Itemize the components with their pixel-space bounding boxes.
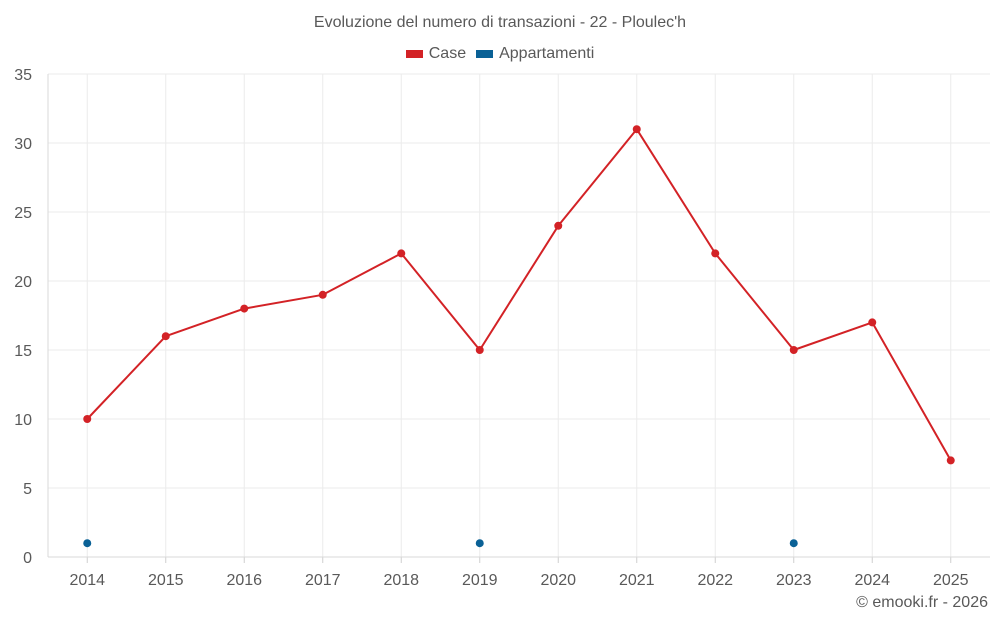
legend-label-appartamenti: Appartamenti: [499, 45, 595, 62]
data-point-appartamenti: [789, 539, 798, 548]
legend-label-case: Case: [428, 45, 467, 62]
data-point-case: [475, 346, 484, 354]
series-line-case: [86, 128, 952, 461]
x-tick-label: 2021: [619, 572, 655, 589]
data-point-case: [83, 415, 92, 423]
data-point-case: [711, 249, 720, 258]
x-tick-label: 2017: [305, 572, 341, 589]
x-tick-label: 2020: [540, 572, 576, 589]
y-tick-label: 20: [14, 274, 32, 291]
legend-item-appartamenti[interactable]: Appartamenti: [476, 45, 594, 63]
credit-text: © emooki.fr - 2026: [856, 594, 988, 611]
y-tick-label: 0: [23, 550, 32, 567]
x-tick-label: 2023: [776, 572, 812, 589]
x-tick-label: 2025: [933, 572, 969, 589]
y-tick-label: 10: [14, 412, 32, 429]
x-tick-label: 2015: [148, 572, 184, 589]
x-tick-label: 2018: [383, 572, 419, 589]
y-tick-label: 5: [23, 481, 32, 498]
y-tick-label: 25: [14, 205, 32, 222]
legend: Case Appartamenti: [0, 45, 1000, 63]
data-point-case: [789, 346, 798, 354]
legend-swatch-case: [405, 50, 423, 58]
chart-title: Evoluzione del numero di transazioni - 2…: [313, 14, 687, 31]
data-point-case: [397, 249, 406, 258]
data-point-case: [318, 290, 327, 299]
x-tick-label: 2016: [226, 572, 262, 589]
y-tick-label: 35: [14, 67, 32, 84]
y-tick-label: 15: [14, 343, 32, 360]
x-tick-label: 2019: [462, 572, 498, 589]
data-point-case: [946, 456, 955, 465]
legend-item-case[interactable]: Case: [405, 45, 467, 63]
data-point-case: [554, 221, 563, 230]
data-point-appartamenti: [83, 539, 92, 548]
legend-swatch-appartamenti: [476, 50, 494, 58]
data-point-case: [868, 318, 877, 327]
y-tick-label: 30: [14, 136, 32, 153]
x-tick-label: 2014: [69, 572, 105, 589]
data-point-case: [161, 332, 170, 341]
data-point-appartamenti: [475, 539, 484, 548]
x-tick-label: 2024: [854, 572, 890, 589]
data-point-case: [632, 125, 641, 134]
x-tick-label: 2022: [697, 572, 733, 589]
data-point-case: [240, 304, 249, 313]
